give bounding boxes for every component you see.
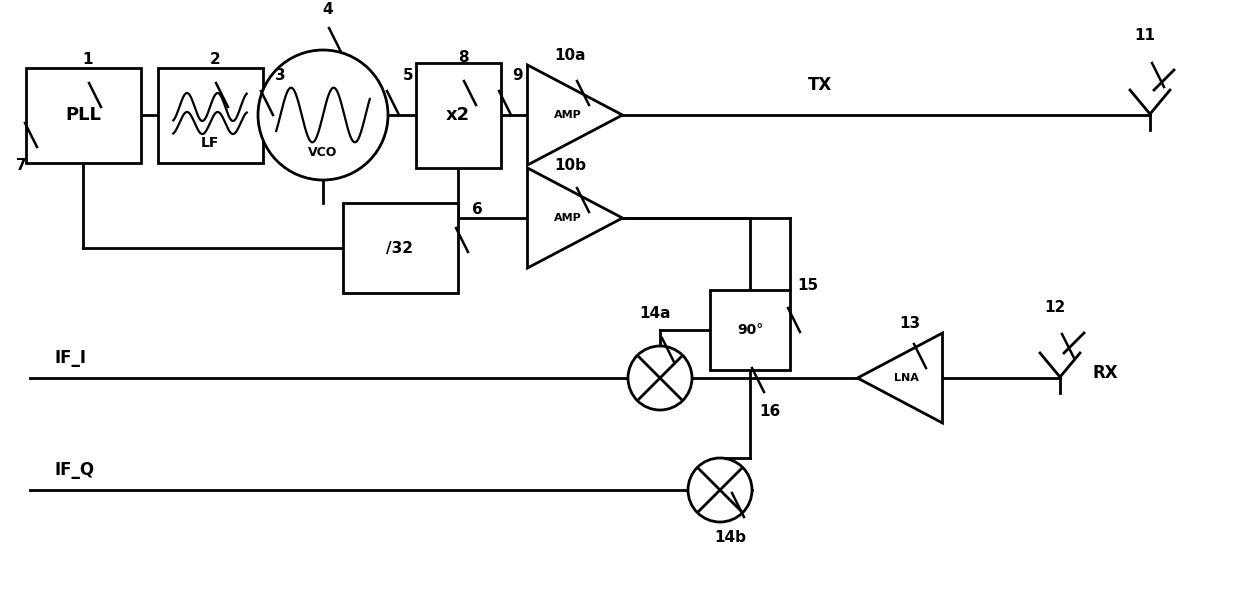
Text: PLL: PLL <box>64 106 100 124</box>
Text: 13: 13 <box>899 315 920 331</box>
Bar <box>26 67 140 163</box>
Text: 10b: 10b <box>554 159 587 173</box>
Text: 8: 8 <box>458 49 469 64</box>
Bar <box>157 67 263 163</box>
Text: 5: 5 <box>403 67 413 82</box>
Text: 90°: 90° <box>737 323 763 337</box>
Text: 2: 2 <box>210 52 221 67</box>
Text: 12: 12 <box>1044 300 1065 315</box>
Text: LF: LF <box>201 136 219 150</box>
Text: 4: 4 <box>322 2 334 17</box>
Text: 11: 11 <box>1135 27 1156 42</box>
Text: 7: 7 <box>16 157 26 172</box>
Circle shape <box>258 50 388 180</box>
Text: 14a: 14a <box>640 306 671 321</box>
Bar <box>711 290 790 370</box>
Text: 6: 6 <box>471 203 482 218</box>
Text: 10a: 10a <box>554 48 585 63</box>
Polygon shape <box>527 168 622 268</box>
Text: 14b: 14b <box>714 530 746 545</box>
Circle shape <box>688 458 751 522</box>
Text: RX: RX <box>1092 364 1117 382</box>
Text: VCO: VCO <box>309 147 337 160</box>
Text: 15: 15 <box>797 278 818 293</box>
Bar <box>415 63 501 167</box>
Text: TX: TX <box>808 76 832 94</box>
Text: /32: /32 <box>387 241 413 256</box>
Text: AMP: AMP <box>553 110 582 120</box>
Polygon shape <box>527 65 622 165</box>
Text: x2: x2 <box>446 106 470 124</box>
Bar <box>342 203 458 293</box>
Text: IF_Q: IF_Q <box>55 461 95 479</box>
Text: 16: 16 <box>759 405 781 420</box>
Text: 3: 3 <box>275 67 285 82</box>
Polygon shape <box>858 333 942 423</box>
Text: 1: 1 <box>83 52 93 67</box>
Text: 9: 9 <box>512 67 523 82</box>
Text: IF_I: IF_I <box>55 349 87 367</box>
Text: LNA: LNA <box>894 373 919 383</box>
Text: AMP: AMP <box>553 213 582 223</box>
Circle shape <box>627 346 692 410</box>
